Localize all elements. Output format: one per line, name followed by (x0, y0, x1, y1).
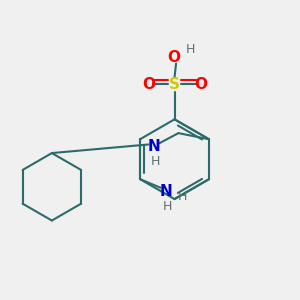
Text: H: H (177, 190, 187, 202)
Text: H: H (151, 155, 160, 168)
Text: H: H (163, 200, 172, 213)
Text: S: S (169, 76, 180, 92)
Text: N: N (160, 184, 172, 199)
Text: O: O (167, 50, 180, 65)
Text: H: H (186, 43, 196, 56)
Text: O: O (194, 76, 207, 92)
Text: O: O (142, 76, 155, 92)
Text: N: N (148, 140, 160, 154)
